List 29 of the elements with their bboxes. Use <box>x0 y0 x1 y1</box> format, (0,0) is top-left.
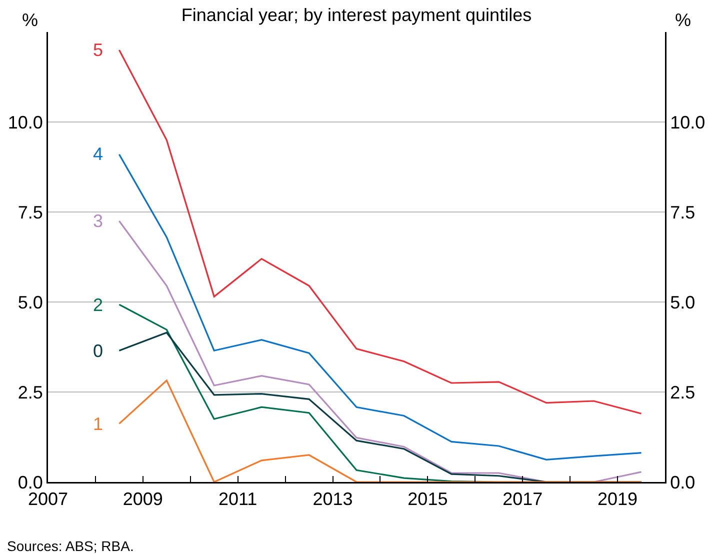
series-label: 1 <box>93 414 104 434</box>
y2-tick-label: 10.0 <box>670 112 706 132</box>
line-series <box>118 220 642 482</box>
line-series <box>118 154 642 460</box>
source-note: Sources: ABS; RBA. <box>7 538 134 554</box>
y2-tick-label: 2.5 <box>670 382 696 402</box>
series-label: 2 <box>93 295 104 315</box>
x-tick-label: 2013 <box>312 489 353 510</box>
series-label: 4 <box>93 144 104 164</box>
y-tick-label: 7.5 <box>18 202 43 222</box>
y-tick-label: 5.0 <box>18 292 43 312</box>
y2-tick-label: 0.0 <box>670 472 696 492</box>
x-tick-label: 2011 <box>218 489 258 510</box>
line-series <box>118 49 642 414</box>
y-axis-title: % <box>22 10 38 30</box>
x-tick-label: 2019 <box>598 489 638 510</box>
y2-tick-label: 5.0 <box>670 292 696 312</box>
line-series <box>118 380 642 482</box>
x-tick-label: 2015 <box>408 489 448 510</box>
series-label: 5 <box>93 40 104 60</box>
series-label: 3 <box>93 211 104 231</box>
x-tick-label: 2009 <box>122 489 163 510</box>
series-label: 0 <box>93 341 104 361</box>
y2-axis-title: % <box>675 10 692 30</box>
y-tick-label: 2.5 <box>18 382 43 402</box>
y-tick-label: 10.0 <box>8 112 43 132</box>
y2-tick-label: 7.5 <box>670 202 696 222</box>
x-tick-label: 2017 <box>502 489 543 510</box>
chart-title: Financial year; by interest payment quintiles <box>181 4 532 25</box>
